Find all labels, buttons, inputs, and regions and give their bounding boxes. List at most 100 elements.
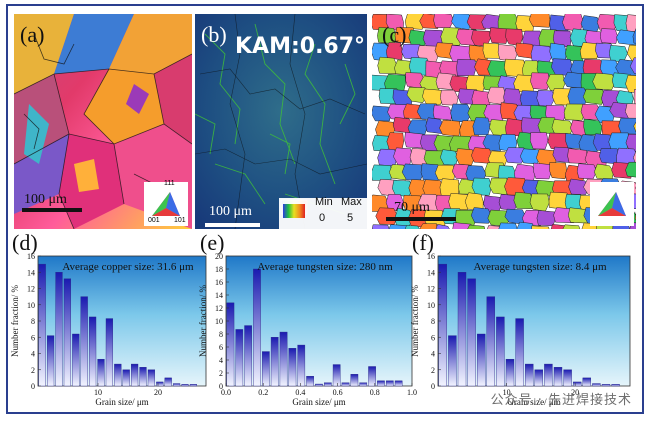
histogram-bar: [122, 369, 130, 387]
histogram-bar: [139, 367, 147, 387]
grain: [568, 178, 589, 195]
histogram-bar: [114, 363, 122, 387]
histogram-bar: [262, 351, 270, 387]
grain: [404, 225, 420, 229]
grain: [440, 27, 463, 46]
y-tick-label: 4: [431, 350, 435, 359]
histogram-bar: [315, 383, 323, 387]
x-tick-label: 0.0: [221, 388, 231, 397]
grain: [456, 58, 477, 77]
grain: [406, 86, 428, 103]
x-tick-label: 1.0: [407, 388, 417, 397]
panel-b-label: (b): [201, 22, 227, 47]
y-tick-label: 16: [27, 252, 35, 261]
y-tick-label: 2: [431, 366, 435, 375]
histogram-bar: [172, 383, 181, 387]
y-tick-label: 10: [427, 301, 435, 310]
histogram-bar: [244, 325, 252, 387]
y-tick-label: 8: [431, 317, 435, 326]
panel-c-ipf-map: (c) 70 μm: [372, 14, 636, 229]
histogram-bar: [341, 382, 350, 387]
histogram-bar: [467, 278, 476, 387]
grain: [513, 191, 533, 209]
grain: [372, 164, 392, 181]
panel-b-kam-map: (b) 100 μm Min Max 0 5: [195, 14, 367, 229]
grain: [625, 14, 636, 32]
y-tick-label: 18: [215, 265, 223, 274]
y-tick-label: 2: [219, 369, 223, 378]
grain: [389, 164, 408, 181]
grain: [432, 104, 453, 121]
histogram-bar: [323, 382, 332, 387]
grain: [625, 103, 636, 121]
histogram-e: 0 2 4 6 8 10 12 14 16 18 20 0.0 0.2 0.4 0.6 0.8 1.0 Avera…: [198, 230, 420, 408]
histogram-bar: [457, 272, 467, 387]
y-tick-label: 16: [427, 252, 435, 261]
grain: [567, 148, 588, 164]
histogram-bar: [496, 316, 505, 387]
chart-title: Average copper size: 31.6 μm: [62, 261, 194, 273]
grain: [516, 221, 535, 229]
y-tick-label: 14: [27, 268, 35, 277]
histogram-bar: [572, 381, 582, 387]
y-tick-label: 6: [219, 343, 223, 352]
y-tick-label: 0: [219, 382, 223, 391]
histogram-bar: [288, 348, 297, 387]
histogram-bar: [505, 358, 515, 387]
grain: [435, 224, 450, 229]
grain: [549, 162, 567, 180]
grain: [536, 89, 556, 107]
y-tick-label: 10: [215, 317, 223, 326]
histogram-bar: [105, 318, 114, 387]
histogram-bar: [385, 380, 394, 387]
grain: [497, 44, 518, 62]
histogram-bar: [544, 363, 553, 387]
grain: [634, 211, 636, 221]
histogram-bar: [189, 384, 197, 387]
grain: [372, 224, 390, 229]
x-tick-label: 20: [154, 388, 162, 397]
histogram-bar: [235, 329, 244, 387]
panel-e-label: (e): [200, 230, 225, 255]
histogram-bar: [524, 363, 534, 387]
grain: [533, 162, 552, 180]
histogram-bar: [515, 318, 524, 387]
grain: [482, 42, 501, 59]
y-tick-label: 10: [27, 301, 35, 310]
histogram-bar: [147, 369, 156, 387]
grain: [632, 28, 636, 44]
histogram-bar: [582, 377, 592, 387]
grain: [530, 44, 554, 63]
kam-legend-min: Min: [315, 196, 333, 208]
ipf-label-top: 111: [164, 180, 175, 187]
histogram-bar: [350, 374, 359, 387]
grain: [452, 222, 473, 229]
x-tick-label: 20: [571, 388, 579, 397]
grain: [439, 178, 460, 197]
x-tick-label: 0.6: [333, 388, 343, 397]
y-tick-label: 6: [31, 333, 35, 342]
histogram-bar: [563, 369, 572, 387]
ipf-label-left: 001: [148, 217, 160, 224]
grain: [627, 44, 636, 62]
histogram-bar: [368, 366, 376, 387]
histogram-bar: [181, 384, 189, 387]
x-axis-label: Grain size/ μm: [95, 397, 148, 407]
x-tick-label: 0.2: [258, 388, 268, 397]
histogram-bar: [611, 384, 620, 387]
histogram-bar: [38, 263, 46, 387]
y-tick-label: 20: [215, 252, 223, 261]
histogram-bar: [297, 344, 306, 387]
y-tick-label: 8: [31, 317, 35, 326]
panel-c-scale-bar: [386, 217, 456, 221]
histogram-f: 0 2 4 6 8 10 12 14 16 10 20 Average tungsten size: …: [410, 230, 638, 408]
grain: [536, 210, 557, 226]
grain: [440, 149, 459, 166]
grain: [625, 161, 636, 178]
histogram-bar: [279, 331, 288, 387]
y-tick-label: 8: [219, 330, 223, 339]
histogram-bar: [359, 382, 368, 387]
grain: [562, 14, 584, 32]
grain: [386, 42, 403, 61]
chart-title: Average tungsten size: 280 nm: [257, 261, 393, 273]
